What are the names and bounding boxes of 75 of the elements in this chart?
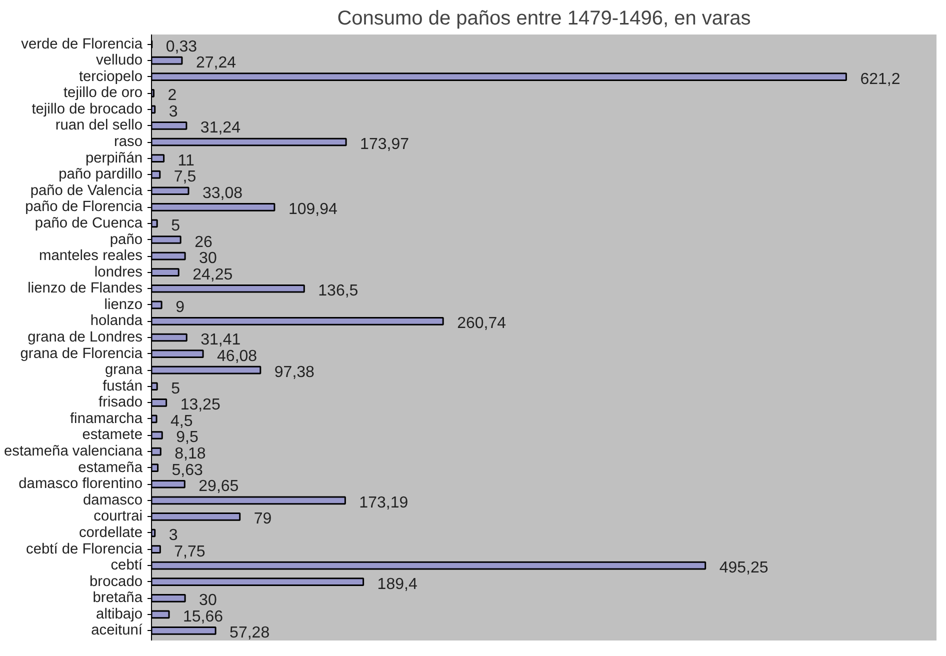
y-tick-label: paño pardillo bbox=[58, 166, 143, 183]
data-label: 31,24 bbox=[200, 120, 241, 137]
data-label: 136,5 bbox=[318, 282, 358, 300]
y-tick-label: manteles reales bbox=[39, 248, 143, 264]
data-label: 4,5 bbox=[170, 412, 193, 430]
y-tick-label: raso bbox=[114, 134, 143, 150]
y-tick-label: tejillo de brocado bbox=[32, 101, 143, 118]
y-tick-label: verde de Florencia bbox=[21, 36, 144, 52]
data-label: 0,33 bbox=[166, 38, 198, 56]
data-label: 29,65 bbox=[198, 478, 239, 496]
data-label: 260,74 bbox=[457, 315, 506, 332]
data-label: 7,5 bbox=[174, 168, 196, 186]
data-label: 57,28 bbox=[230, 624, 270, 642]
data-label: 109,94 bbox=[288, 201, 338, 218]
data-label: 3 bbox=[168, 526, 178, 544]
y-tick-label: grana de Florencia bbox=[20, 346, 144, 362]
data-label: 173,97 bbox=[360, 136, 410, 154]
data-label: 79 bbox=[254, 510, 272, 528]
y-tick-label: tejillo de oro bbox=[63, 85, 143, 102]
data-label: 30 bbox=[199, 592, 217, 610]
data-label: 33,08 bbox=[202, 184, 243, 202]
data-label: 621,2 bbox=[860, 70, 900, 88]
data-label: 24,25 bbox=[192, 266, 233, 284]
data-label: 97,38 bbox=[274, 364, 315, 382]
y-tick-label: cebtí de Florencia bbox=[26, 541, 144, 558]
data-label: 31,41 bbox=[200, 332, 241, 348]
y-tick-label: brocado bbox=[90, 574, 143, 590]
y-tick-label: terciopelo bbox=[78, 68, 143, 85]
y-tick-label: altibajo bbox=[96, 606, 143, 622]
data-label: 8,18 bbox=[174, 446, 206, 463]
y-tick-label: velludo bbox=[96, 52, 143, 69]
y-tick-label: damasco bbox=[83, 492, 143, 508]
data-label: 5,63 bbox=[172, 462, 204, 479]
y-tick-label: lienzo bbox=[104, 296, 143, 313]
data-label: 9,5 bbox=[176, 429, 198, 446]
y-tick-label: cordellate bbox=[78, 524, 143, 541]
y-tick-label: damasco florentino bbox=[18, 476, 143, 492]
y-tick-label: paño de Valencia bbox=[30, 182, 144, 199]
y-tick-label: courtrai bbox=[94, 508, 143, 525]
data-label: 173,19 bbox=[359, 494, 408, 512]
y-tick-label: paño de Cuenca bbox=[34, 215, 144, 232]
data-label: 30 bbox=[199, 250, 217, 268]
y-tick-label: londres bbox=[94, 264, 143, 280]
data-label: 2 bbox=[168, 87, 177, 104]
data-label: 5 bbox=[171, 217, 180, 234]
data-label: 13,25 bbox=[180, 396, 220, 414]
y-tick-label: paño bbox=[110, 232, 143, 248]
data-label: 495,25 bbox=[719, 560, 768, 577]
data-label: 5 bbox=[171, 380, 180, 398]
y-tick-label: fustán bbox=[102, 378, 143, 394]
y-tick-label: estamete bbox=[82, 427, 143, 444]
y-tick-label: estameña valenciana bbox=[4, 444, 144, 460]
data-label: 11 bbox=[178, 152, 195, 170]
y-tick-label: frisado bbox=[98, 394, 143, 411]
y-tick-label: holanda bbox=[90, 313, 144, 330]
y-tick-label: cebtí bbox=[110, 558, 143, 574]
chart-title: Consumo de paños entre 1479-1496, en varas bbox=[337, 8, 751, 30]
y-tick-label: aceituní bbox=[91, 622, 143, 639]
data-label: 27,24 bbox=[196, 54, 236, 72]
y-tick-label: estameña bbox=[78, 460, 144, 476]
data-label: 15,66 bbox=[183, 608, 224, 626]
y-tick-label: ruan del sello bbox=[55, 118, 143, 134]
data-label: 3 bbox=[168, 103, 178, 120]
y-tick-label: paño de Florencia bbox=[25, 199, 144, 216]
data-label: 26 bbox=[194, 234, 212, 251]
y-tick-label: perpiñán bbox=[85, 150, 143, 166]
y-tick-label: grana bbox=[105, 362, 144, 378]
y-tick-label: grana de Londres bbox=[28, 330, 143, 346]
y-tick-label: lienzo de Flandes bbox=[28, 280, 143, 297]
data-label: 46,08 bbox=[217, 348, 258, 365]
data-label: 9 bbox=[176, 298, 185, 316]
data-label: 189,4 bbox=[377, 576, 418, 593]
y-tick-label: bretaña bbox=[92, 590, 144, 606]
y-tick-label: finamarcha bbox=[70, 410, 144, 427]
data-label: 7,75 bbox=[174, 543, 206, 560]
